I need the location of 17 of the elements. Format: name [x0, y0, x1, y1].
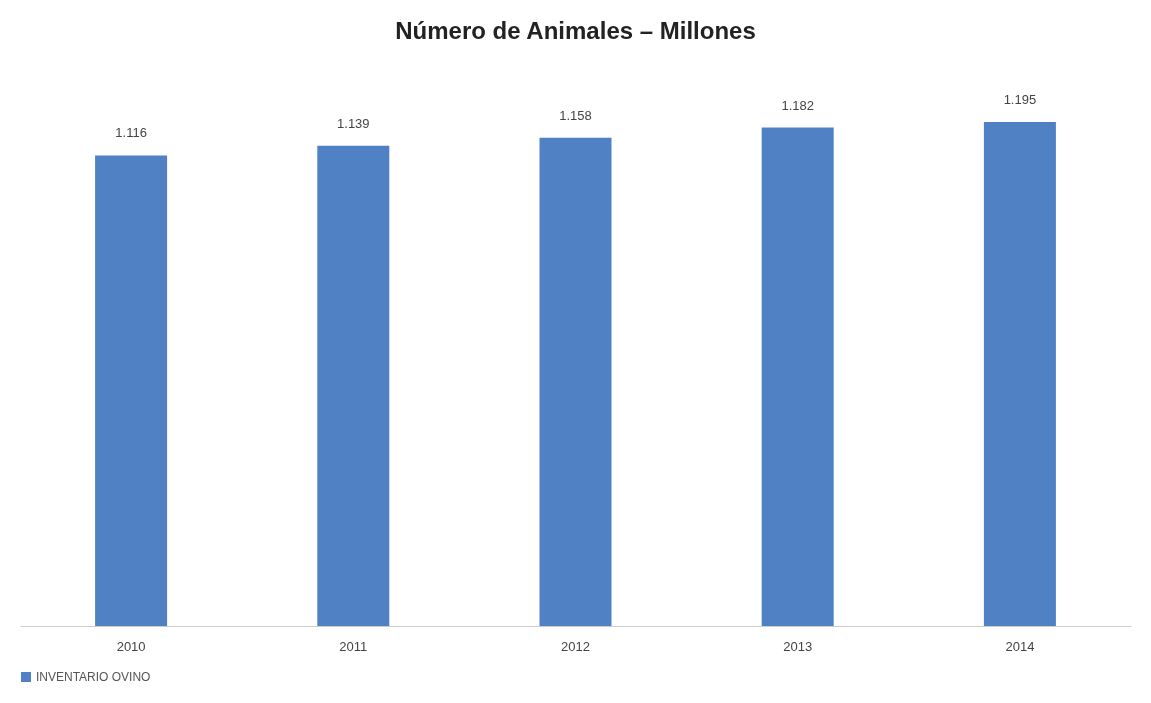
- data-label: 1.116: [115, 125, 147, 141]
- chart-title: Número de Animales – Millones: [395, 17, 756, 45]
- bar: [983, 122, 1056, 626]
- x-tick-label: 2010: [116, 638, 146, 654]
- legend-label: INVENTARIO OVINO: [36, 670, 151, 684]
- data-label: 1.182: [781, 97, 814, 113]
- bar: [761, 127, 834, 626]
- x-tick-label: 2011: [339, 638, 368, 654]
- x-tick-label: 2013: [783, 638, 813, 654]
- bar: [317, 145, 390, 626]
- x-tick-label: 2012: [561, 638, 590, 654]
- data-label: 1.139: [337, 115, 370, 131]
- bar: [539, 137, 612, 626]
- x-tick-label: 2014: [1005, 638, 1035, 654]
- data-label: 1.195: [1003, 92, 1037, 108]
- bar: [95, 155, 168, 626]
- data-label: 1.158: [559, 107, 592, 123]
